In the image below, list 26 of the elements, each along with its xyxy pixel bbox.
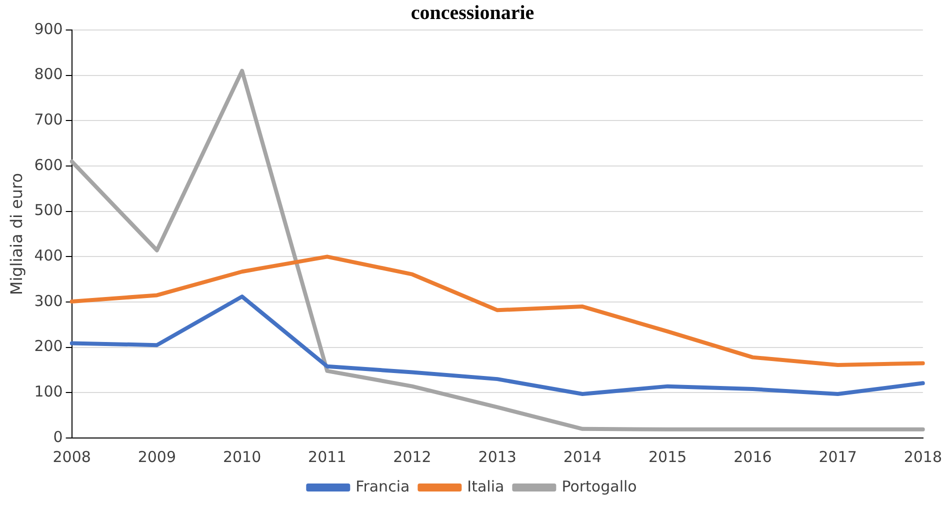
y-tick-label: 700 xyxy=(34,110,63,129)
y-tick-label: 600 xyxy=(34,156,63,174)
x-tick-label: 2014 xyxy=(563,448,602,466)
legend-label: Italia xyxy=(467,477,504,496)
x-tick-label: 2008 xyxy=(52,448,91,466)
y-tick-label: 500 xyxy=(34,201,63,220)
x-tick-label: 2009 xyxy=(138,448,176,466)
x-tick-label: 2017 xyxy=(818,448,857,466)
chart-title: concessionarie xyxy=(410,2,534,24)
y-tick-label: 900 xyxy=(34,20,63,38)
y-axis-title: Migliaia di euro xyxy=(6,172,26,296)
x-tick-label: 2015 xyxy=(648,448,687,466)
legend-label: Francia xyxy=(356,477,410,496)
y-tick-label: 400 xyxy=(34,246,63,265)
y-tick-label: 300 xyxy=(34,292,63,310)
y-tick-label: 200 xyxy=(34,337,63,356)
x-tick-label: 2012 xyxy=(393,448,432,466)
x-tick-label: 2016 xyxy=(734,448,772,466)
y-tick-label: 100 xyxy=(34,382,63,401)
y-tick-label: 800 xyxy=(34,65,63,84)
x-tick-label: 2010 xyxy=(222,448,262,466)
legend-label: Portogallo xyxy=(562,477,637,496)
x-tick-label: 2011 xyxy=(308,448,346,466)
y-tick-label: 0 xyxy=(53,428,63,446)
x-tick-label: 2013 xyxy=(478,448,516,466)
x-tick-label: 2018 xyxy=(904,448,942,466)
